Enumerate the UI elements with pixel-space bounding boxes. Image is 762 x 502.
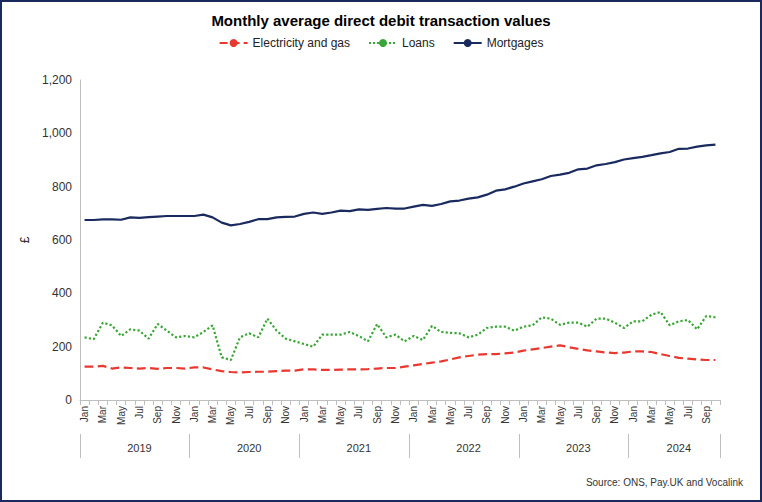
svg-text:2021: 2021 xyxy=(347,442,371,454)
svg-text:Sep: Sep xyxy=(262,406,273,424)
svg-text:Nov: Nov xyxy=(500,406,511,424)
svg-text:2022: 2022 xyxy=(456,442,480,454)
svg-text:2020: 2020 xyxy=(237,442,261,454)
svg-text:600: 600 xyxy=(52,233,72,247)
svg-text:Jul: Jul xyxy=(353,406,364,419)
svg-text:Mar: Mar xyxy=(317,405,328,423)
svg-text:Nov: Nov xyxy=(280,406,291,424)
svg-text:Sep: Sep xyxy=(152,406,163,424)
svg-text:May: May xyxy=(664,406,675,425)
svg-text:Mar: Mar xyxy=(207,405,218,423)
svg-text:Jan: Jan xyxy=(628,406,639,422)
svg-text:Sep: Sep xyxy=(591,406,602,424)
svg-text:May: May xyxy=(555,406,566,425)
svg-text:May: May xyxy=(225,406,236,425)
svg-text:May: May xyxy=(445,406,456,425)
svg-text:Sep: Sep xyxy=(481,406,492,424)
svg-text:1,200: 1,200 xyxy=(42,73,72,87)
svg-text:200: 200 xyxy=(52,340,72,354)
svg-text:Mortgages: Mortgages xyxy=(487,36,544,50)
svg-text:Loans: Loans xyxy=(402,36,435,50)
svg-text:Sep: Sep xyxy=(701,406,712,424)
svg-text:May: May xyxy=(116,406,127,425)
svg-text:Jan: Jan xyxy=(79,406,90,422)
svg-text:Jan: Jan xyxy=(518,406,529,422)
svg-text:800: 800 xyxy=(52,180,72,194)
svg-text:Mar: Mar xyxy=(97,405,108,423)
svg-text:2023: 2023 xyxy=(566,442,590,454)
svg-text:Nov: Nov xyxy=(390,406,401,424)
svg-text:Jul: Jul xyxy=(134,406,145,419)
svg-text:Jul: Jul xyxy=(244,406,255,419)
svg-text:Jul: Jul xyxy=(683,406,694,419)
svg-text:Nov: Nov xyxy=(609,406,620,424)
svg-text:Mar: Mar xyxy=(646,405,657,423)
svg-text:Mar: Mar xyxy=(427,405,438,423)
svg-text:Jul: Jul xyxy=(463,406,474,419)
svg-text:1,000: 1,000 xyxy=(42,126,72,140)
svg-text:Source: ONS, Pay.UK and Vocali: Source: ONS, Pay.UK and Vocalink xyxy=(586,477,744,488)
svg-text:Sep: Sep xyxy=(372,406,383,424)
svg-text:0: 0 xyxy=(65,393,72,407)
svg-text:Jan: Jan xyxy=(299,406,310,422)
svg-text:Electricity and gas: Electricity and gas xyxy=(253,36,350,50)
svg-text:400: 400 xyxy=(52,286,72,300)
svg-text:£: £ xyxy=(18,236,32,243)
svg-text:2024: 2024 xyxy=(667,442,691,454)
svg-text:Mar: Mar xyxy=(536,405,547,423)
svg-text:Jan: Jan xyxy=(189,406,200,422)
svg-text:May: May xyxy=(335,406,346,425)
svg-text:2019: 2019 xyxy=(127,442,151,454)
svg-text:Jul: Jul xyxy=(573,406,584,419)
svg-text:Nov: Nov xyxy=(171,406,182,424)
svg-text:Monthly average direct debit t: Monthly average direct debit transaction… xyxy=(211,12,550,29)
svg-text:Jan: Jan xyxy=(408,406,419,422)
